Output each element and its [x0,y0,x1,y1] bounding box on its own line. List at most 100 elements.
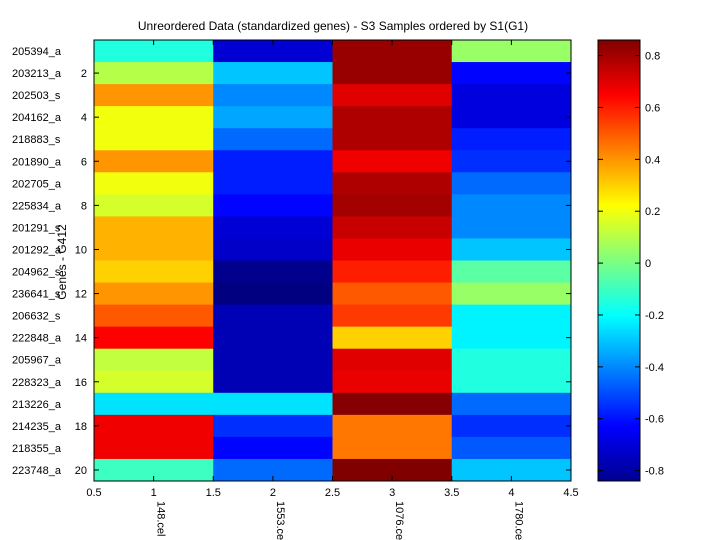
gene-label: 228323_a [12,377,62,389]
sample-label: 1780.cel [512,501,524,540]
heatmap-cell [213,106,333,129]
sample-label: 148.cel [155,501,167,536]
colorbar-tick-label: -0.8 [645,466,664,478]
colorbar-tick-label: 0.8 [645,51,660,63]
heatmap-cell [332,458,453,482]
heatmap-cell [451,436,572,460]
heatmap-cell [213,414,333,438]
gene-label: 205967_a [12,355,62,367]
heatmap-cell [94,260,214,284]
heatmap-cell [213,260,333,284]
heatmap-cell [451,194,572,217]
heatmap-cell [213,150,333,173]
gene-label: 206632_s [12,311,61,323]
heatmap-cell [451,216,572,239]
heatmap-cell [451,40,572,63]
heatmap-cell [94,370,214,394]
heatmap-cell [451,348,572,372]
gene-label: 205394_a [12,46,62,58]
heatmap-cell [213,348,333,372]
heatmap-cells [94,40,572,482]
heatmap-cell [213,238,333,261]
x-axis-ticks: 0.5 1 1.5 2 2.5 3 3.5 4 4.5 [86,40,579,499]
colorbar-tick-label: 0.2 [645,206,660,218]
heatmap-cell [94,150,214,173]
gene-label: 218355_a [12,443,62,455]
y-tick-label: 2 [81,68,87,80]
heatmap-cell [94,62,214,85]
heatmap-cell [213,194,333,217]
colorbar-tick-label: -0.6 [645,414,664,426]
heatmap-cell [332,128,453,151]
y-axis-label: Genes - G412 [55,224,69,300]
heatmap-cell [332,84,453,107]
heatmap-cell [451,128,572,151]
heatmap-cell [213,392,333,416]
heatmap-cell [94,458,214,482]
heatmap-cell [332,172,453,195]
heatmap-cell [451,172,572,195]
chart-title: Unreordered Data (standardized genes) - … [138,19,528,33]
heatmap-cell [332,216,453,239]
colorbar-tick-label: 0.6 [645,102,660,114]
gene-label: 201291_s [12,222,61,234]
gene-label: 204162_a [12,112,62,124]
colorbar-tick-label: -0.4 [645,362,664,374]
colorbar-tick-label: -0.2 [645,310,664,322]
y-tick-label: 6 [81,156,87,168]
heatmap-cell [213,304,333,328]
heatmap-cell [332,370,453,394]
gene-label: 218883_s [12,134,61,146]
heatmap-cell [451,326,572,350]
heatmap-cell [451,414,572,438]
gene-label: 203213_a [12,68,62,80]
heatmap-cell [94,128,214,151]
heatmap-cell [94,436,214,460]
heatmap-cell [213,326,333,350]
x-tick-label: 1.5 [206,487,221,499]
heatmap-cell [451,62,572,85]
heatmap-cell [213,370,333,394]
heatmap-cell [213,128,333,151]
heatmap-cell [213,458,333,482]
x-tick-label: 3 [389,487,395,499]
y-axis-ticks: 2 4 6 8 10 12 14 16 18 20 [75,68,571,477]
heatmap-cell [213,172,333,195]
gene-label: 223748_a [12,465,62,477]
heatmap-cell [213,216,333,239]
heatmap-cell [332,260,453,284]
gene-label: 213226_a [12,399,62,411]
y-tick-label: 18 [75,421,87,433]
heatmap-cell [451,238,572,261]
gene-label: 201292_a [12,244,62,256]
gene-label: 202503_s [12,90,61,102]
y-tick-label: 16 [75,377,87,389]
heatmap-cell [332,282,453,306]
heatmap-cell [94,238,214,261]
heatmap-cell [451,84,572,107]
row-labels: 205394_a 203213_a 202503_s 204162_a 218883_s… [12,46,62,477]
x-tick-label: 0.5 [86,487,101,499]
heatmap-cell [332,40,453,63]
x-tick-label: 2.5 [325,487,340,499]
y-tick-label: 14 [75,333,87,345]
gene-label: 201890_a [12,156,62,168]
heatmap-cell [94,106,214,129]
heatmap-cell [332,106,453,129]
heatmap-cell [94,414,214,438]
y-tick-label: 10 [75,244,87,256]
gene-label: 214235_a [12,421,62,433]
gene-label: 204962_s [12,267,61,279]
y-tick-label: 8 [81,200,87,212]
gene-label: 225834_a [12,200,62,212]
heatmap-cell [94,392,214,416]
heatmap-cell [94,172,214,195]
heatmap-cell [332,194,453,217]
column-labels: 148.cel 1553.cel 1076.cel 1780.cel [155,501,525,540]
x-tick-label: 3.5 [444,487,459,499]
heatmap-cell [213,282,333,306]
heatmap-cell [213,62,333,85]
heatmap-cell [451,106,572,129]
heatmap-cell [451,150,572,173]
